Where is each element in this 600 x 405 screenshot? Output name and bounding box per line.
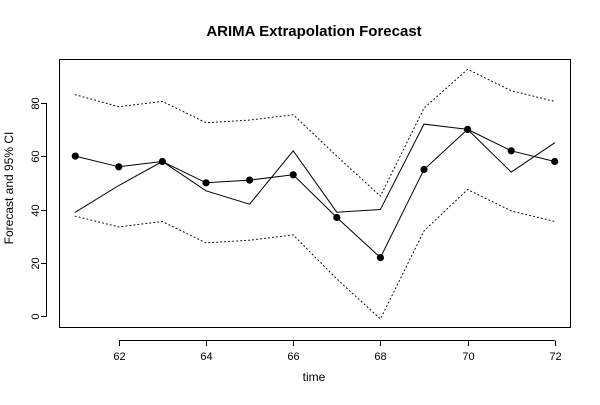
forecast-line	[74, 128, 556, 259]
y-axis: 0 20 40 60 80	[30, 97, 47, 320]
actual-line	[74, 123, 556, 213]
forecast-point	[202, 179, 210, 187]
forecast-point	[246, 176, 254, 184]
forecast-point	[289, 171, 297, 179]
y-tick-label: 80	[30, 97, 42, 109]
y-tick-label: 20	[30, 257, 42, 269]
forecast-point	[333, 213, 341, 222]
x-tick-label: 66	[287, 351, 299, 363]
forecast-point	[464, 125, 472, 133]
chart-title: ARIMA Extrapolation Forecast	[206, 23, 421, 40]
forecast-point	[507, 147, 515, 155]
forecast-point	[420, 165, 428, 174]
y-tick-label: 40	[30, 204, 42, 216]
x-tick-label: 70	[462, 351, 474, 363]
x-tick-label: 64	[200, 351, 212, 363]
forecast-point	[158, 157, 166, 166]
ci-bound-line	[74, 188, 556, 320]
x-tick-label: 72	[549, 351, 561, 363]
y-tick-label: 0	[30, 313, 42, 319]
plot-frame	[59, 59, 571, 328]
forecast-point	[551, 157, 559, 166]
y-tick-label: 60	[30, 150, 42, 162]
forecast-point	[115, 163, 123, 171]
y-axis-label: Forecast and 95% CI	[2, 132, 16, 245]
ci-bound-line	[74, 68, 556, 198]
x-tick-label: 62	[113, 351, 125, 363]
x-tick-label: 68	[374, 351, 386, 363]
forecast-point	[71, 152, 79, 160]
plot-area	[71, 68, 559, 320]
x-axis-label: time	[303, 370, 326, 384]
forecast-point	[376, 254, 384, 262]
x-axis: 62 64 66 68 70 72	[113, 340, 562, 363]
